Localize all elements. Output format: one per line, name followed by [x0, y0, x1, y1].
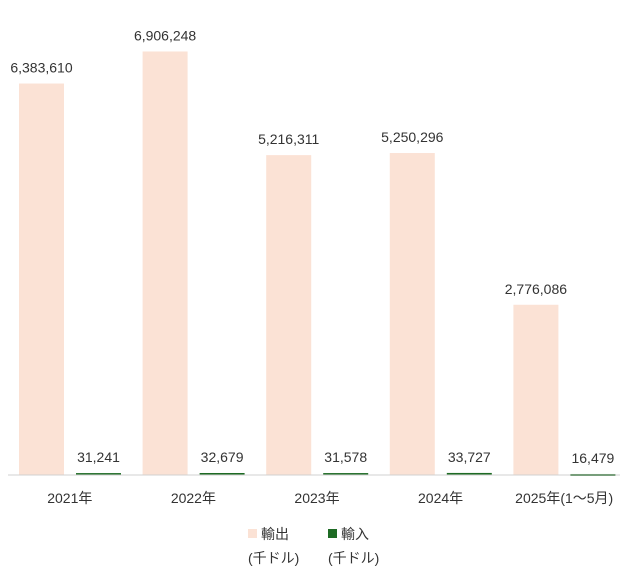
legend-label-export: 輸出: [261, 526, 289, 542]
data-label-export-4: 5,250,296: [381, 129, 443, 145]
category-labels-layer: 2021年 2022年 2023年 2024年 2025年(1〜5月): [47, 490, 613, 506]
category-label-2: 2022年: [171, 490, 216, 506]
bar-export-2: [142, 51, 188, 475]
legend-unit-export: (千ドル): [248, 550, 300, 566]
legend-swatch-import: [328, 529, 337, 538]
data-label-export-1: 6,383,610: [10, 60, 72, 76]
data-label-import-5: 16,479: [571, 450, 614, 466]
category-label-5: 2025年(1〜5月): [515, 490, 613, 506]
data-label-import-2: 32,679: [201, 449, 244, 465]
category-label-4: 2024年: [418, 490, 463, 506]
bar-import-2: [199, 472, 245, 475]
data-label-import-3: 31,578: [324, 449, 367, 465]
data-label-export-2: 6,906,248: [134, 27, 196, 43]
bars-layer: [19, 51, 616, 476]
data-labels-layer: 6,383,610 6,906,248 5,216,311 5,250,296 2,77…: [10, 27, 614, 466]
bar-export-5: [513, 304, 559, 475]
bar-export-1: [19, 83, 64, 475]
data-label-export-5: 2,776,086: [505, 281, 567, 297]
bar-export-4: [389, 153, 435, 475]
data-label-import-1: 31,241: [77, 449, 120, 465]
data-label-export-3: 5,216,311: [258, 131, 319, 147]
legend-unit-import: (千ドル): [328, 550, 380, 566]
bar-import-4: [446, 472, 492, 475]
bar-chart: 6,383,610 6,906,248 5,216,311 5,250,296 2,77…: [8, 27, 620, 506]
legend-swatch-export: [248, 529, 257, 538]
bar-import-1: [76, 473, 121, 476]
data-label-import-4: 33,727: [448, 449, 491, 465]
legend-label-import: 輸入: [341, 526, 369, 542]
bar-import-3: [323, 473, 369, 476]
category-label-1: 2021年: [47, 490, 92, 506]
bar-export-3: [266, 155, 312, 476]
category-label-3: 2023年: [294, 490, 339, 506]
legend: 輸出 (千ドル) 輸入 (千ドル): [0, 522, 622, 573]
